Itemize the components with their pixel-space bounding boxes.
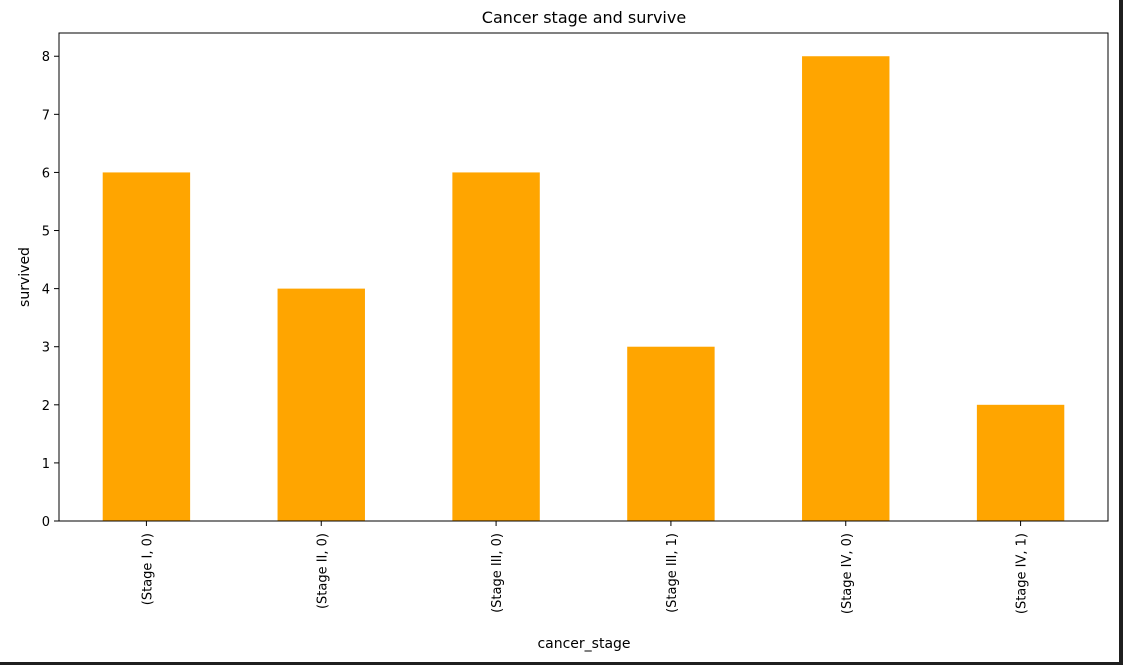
y-tick-label-5: 5 xyxy=(42,225,50,240)
x-tick-label-6: (Stage IV, 1) xyxy=(1015,533,1030,614)
y-axis: 0 1 2 3 4 5 6 7 8 xyxy=(42,50,59,530)
y-tick-label-2: 2 xyxy=(42,399,50,414)
bar-5 xyxy=(802,56,890,521)
plot-frame xyxy=(58,32,1109,522)
chart-title: Cancer stage and survive xyxy=(482,8,686,27)
x-tick-label-4: (Stage III, 1) xyxy=(665,533,680,613)
y-tick-label-1: 1 xyxy=(42,457,50,472)
x-axis-title: cancer_stage xyxy=(537,636,630,652)
bar-6 xyxy=(976,404,1065,521)
x-tick-label-5: (Stage IV, 0) xyxy=(840,533,855,614)
y-tick-label-7: 7 xyxy=(42,108,50,123)
y-tick-label-8: 8 xyxy=(42,50,50,65)
bar-4 xyxy=(627,346,715,521)
x-tick-label-2: (Stage II, 0) xyxy=(315,533,330,609)
bars-group xyxy=(102,56,1065,521)
y-tick-label-3: 3 xyxy=(42,341,50,356)
y-axis-title: survived xyxy=(17,247,33,307)
y-tick-label-0: 0 xyxy=(42,515,50,530)
y-tick-label-4: 4 xyxy=(42,283,50,298)
x-axis: (Stage I, 0) (Stage II, 0) (Stage III, 0) (… xyxy=(140,521,1030,614)
x-tick-label-3: (Stage III, 0) xyxy=(490,533,505,613)
bar-3 xyxy=(452,172,540,521)
bar-2 xyxy=(277,288,365,521)
bar-1 xyxy=(102,172,191,521)
x-tick-label-1: (Stage I, 0) xyxy=(140,533,155,605)
y-tick-label-6: 6 xyxy=(42,166,50,181)
